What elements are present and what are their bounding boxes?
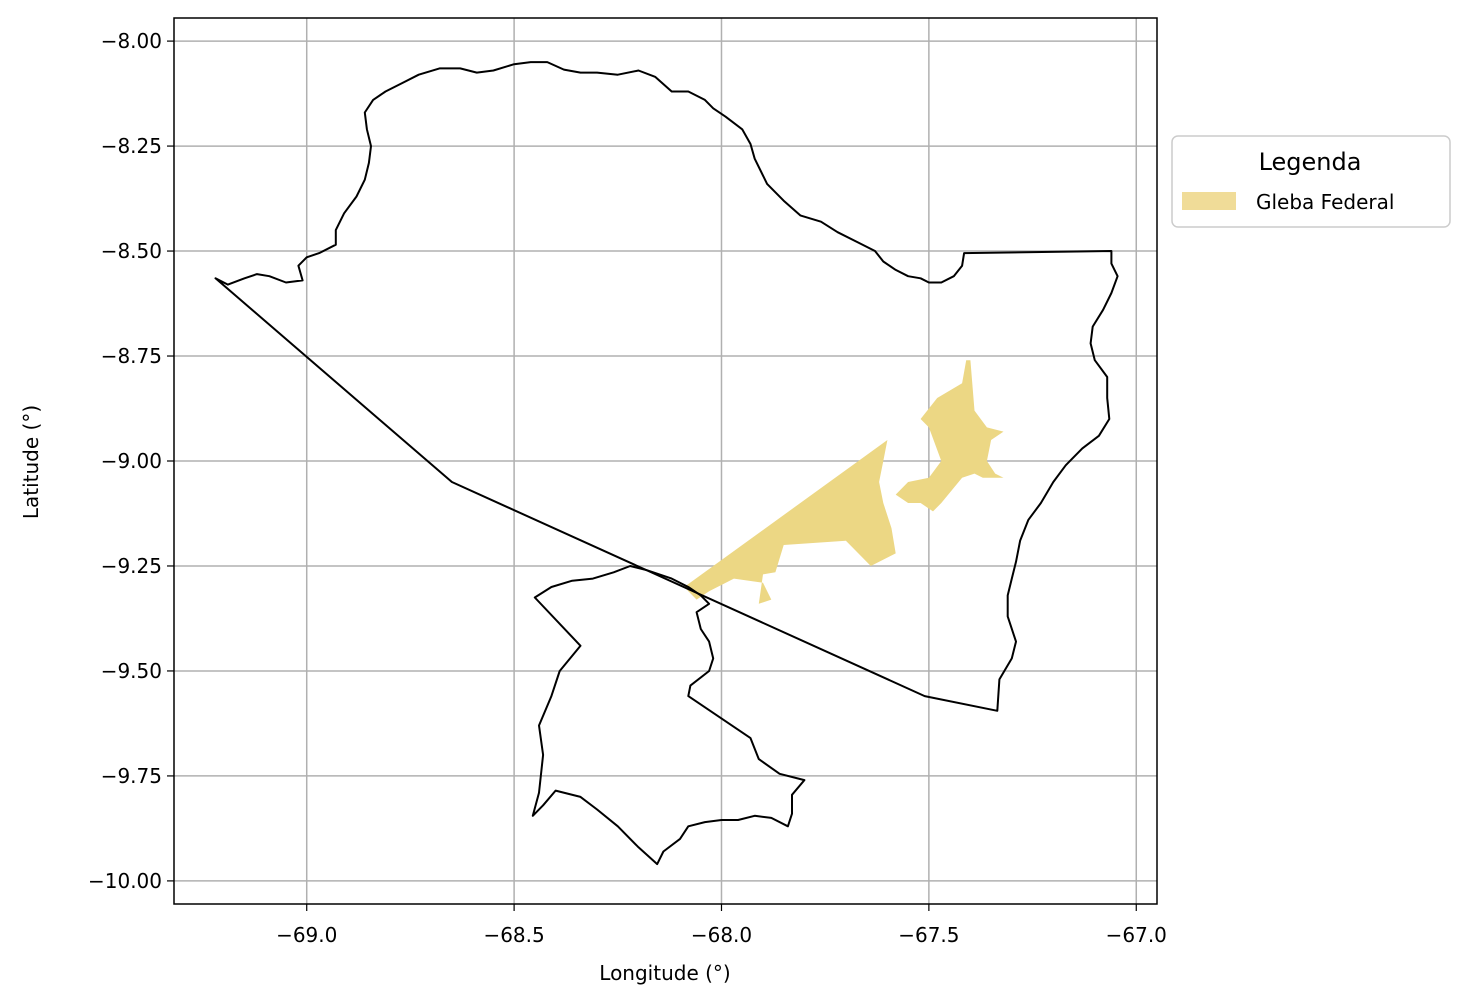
legend-frame — [1171, 135, 1451, 228]
grid-lines — [174, 18, 1157, 904]
x-tick-label: −67.5 — [898, 923, 959, 947]
y-tick-label: −8.50 — [101, 239, 162, 263]
gleba-federal-polygon-west — [684, 440, 896, 604]
x-tick-label: −67.0 — [1106, 923, 1167, 947]
y-tick-label: −8.00 — [101, 29, 162, 53]
legend-label-gleba-federal: Gleba Federal — [1256, 190, 1394, 214]
y-tick-label: −9.75 — [101, 764, 162, 788]
y-tick-label: −8.25 — [101, 134, 162, 158]
north-municipality-boundary — [214, 61, 1119, 712]
legend-title: Legenda — [1259, 148, 1362, 176]
x-axis-label: Longitude (°) — [599, 961, 730, 985]
legend: Legenda Gleba Federal — [1171, 135, 1451, 228]
y-tick-label: −9.50 — [101, 659, 162, 683]
gleba-federal-polygon-east — [895, 360, 1004, 512]
x-axis-ticks: −69.0 −68.5 −68.0 −67.5 −67.0 — [276, 904, 1167, 947]
south-municipality-boundary — [531, 565, 806, 866]
x-tick-label: −69.0 — [276, 923, 337, 947]
map-layers — [214, 61, 1119, 866]
y-axis-label: Latitude (°) — [19, 405, 43, 519]
y-tick-label: −9.00 — [101, 449, 162, 473]
y-tick-label: −9.25 — [101, 554, 162, 578]
y-axis-ticks: −8.00 −8.25 −8.50 −8.75 −9.00 −9.25 −9.50 −9.75… — [88, 29, 174, 893]
legend-swatch-gleba-federal — [1182, 192, 1236, 210]
y-tick-label: −8.75 — [101, 344, 162, 368]
y-tick-label: −10.00 — [88, 869, 162, 893]
x-tick-label: −68.5 — [483, 923, 544, 947]
x-tick-label: −68.0 — [691, 923, 752, 947]
